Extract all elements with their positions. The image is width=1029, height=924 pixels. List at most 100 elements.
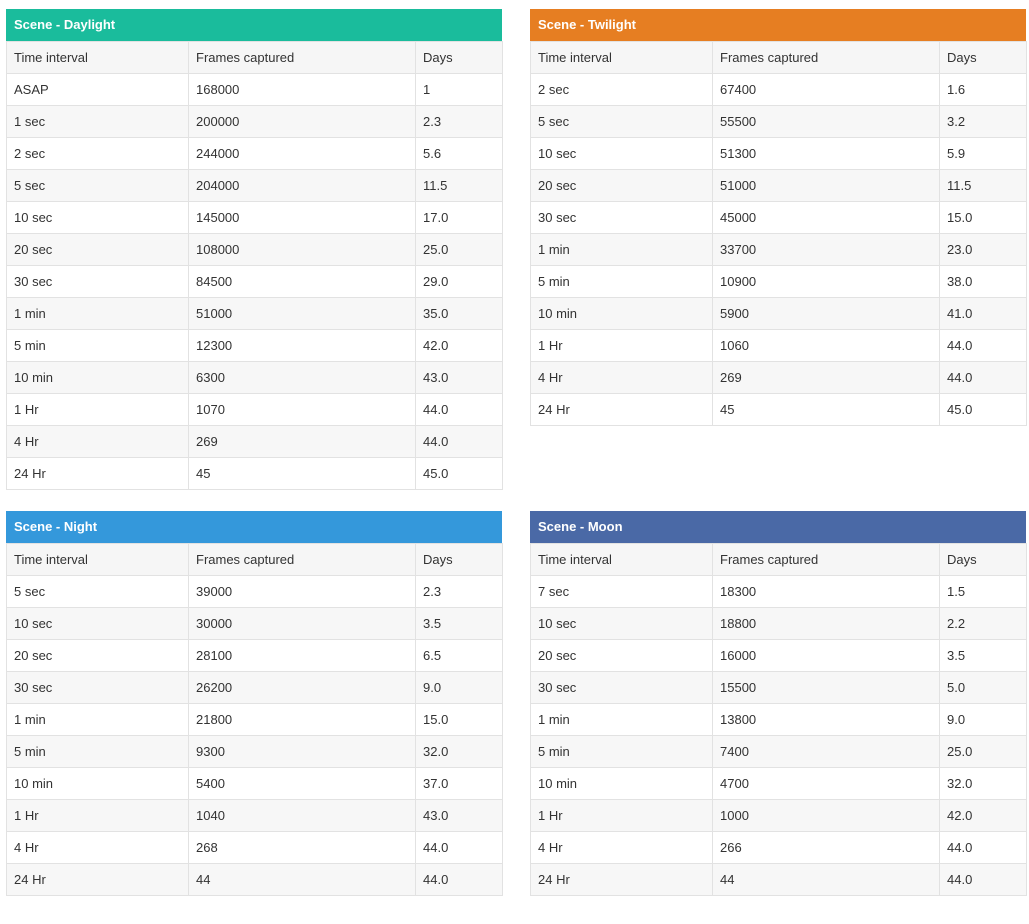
cell-days: 42.0 bbox=[939, 799, 1027, 832]
cell-frames-captured: 15500 bbox=[712, 671, 940, 704]
column-header-days: Days bbox=[939, 543, 1027, 576]
cell-time-interval: 10 min bbox=[6, 361, 189, 394]
cell-frames-captured: 204000 bbox=[188, 169, 416, 202]
cell-frames-captured: 39000 bbox=[188, 575, 416, 608]
cell-days: 3.2 bbox=[939, 105, 1027, 138]
cell-time-interval: 4 Hr bbox=[6, 425, 189, 458]
cell-days: 5.9 bbox=[939, 137, 1027, 170]
cell-frames-captured: 269 bbox=[188, 425, 416, 458]
cell-days: 29.0 bbox=[415, 265, 503, 298]
table-row: 5 sec 55500 3.2 bbox=[530, 105, 1027, 138]
cell-time-interval: 5 sec bbox=[6, 169, 189, 202]
cell-time-interval: 24 Hr bbox=[6, 457, 189, 490]
table-row: 4 Hr 269 44.0 bbox=[6, 425, 503, 458]
cell-days: 25.0 bbox=[415, 233, 503, 266]
header-row: Time interval Frames captured Days bbox=[6, 543, 503, 576]
table-row: 24 Hr 45 45.0 bbox=[6, 457, 503, 490]
header-row: Time interval Frames captured Days bbox=[530, 543, 1027, 576]
cell-time-interval: 1 min bbox=[6, 297, 189, 330]
table-row: 30 sec 26200 9.0 bbox=[6, 671, 503, 704]
table-row: 10 sec 18800 2.2 bbox=[530, 607, 1027, 640]
panel-scene-moon: Scene - Moon Time interval Frames captur… bbox=[530, 511, 1027, 896]
cell-days: 1 bbox=[415, 73, 503, 106]
cell-frames-captured: 1060 bbox=[712, 329, 940, 362]
cell-time-interval: 24 Hr bbox=[530, 863, 713, 896]
table-row: 5 min 7400 25.0 bbox=[530, 735, 1027, 768]
column-header-frames-captured: Frames captured bbox=[712, 543, 940, 576]
table-row: 1 Hr 1040 43.0 bbox=[6, 799, 503, 832]
cell-frames-captured: 44 bbox=[188, 863, 416, 896]
cell-days: 44.0 bbox=[415, 831, 503, 864]
cell-frames-captured: 45 bbox=[712, 393, 940, 426]
cell-frames-captured: 67400 bbox=[712, 73, 940, 106]
cell-time-interval: 1 min bbox=[530, 703, 713, 736]
cell-days: 44.0 bbox=[939, 863, 1027, 896]
cell-days: 43.0 bbox=[415, 361, 503, 394]
cell-frames-captured: 21800 bbox=[188, 703, 416, 736]
table-row: 20 sec 16000 3.5 bbox=[530, 639, 1027, 672]
cell-time-interval: 2 sec bbox=[530, 73, 713, 106]
cell-frames-captured: 7400 bbox=[712, 735, 940, 768]
cell-days: 15.0 bbox=[415, 703, 503, 736]
table-row: 1 min 51000 35.0 bbox=[6, 297, 503, 330]
column-header-frames-captured: Frames captured bbox=[188, 41, 416, 74]
table-row: 7 sec 18300 1.5 bbox=[530, 575, 1027, 608]
column-header-days: Days bbox=[939, 41, 1027, 74]
column-header-time-interval: Time interval bbox=[6, 41, 189, 74]
cell-time-interval: 10 sec bbox=[6, 607, 189, 640]
cell-frames-captured: 33700 bbox=[712, 233, 940, 266]
panel-scene-night: Scene - Night Time interval Frames captu… bbox=[6, 511, 503, 896]
table-row: 10 min 5900 41.0 bbox=[530, 297, 1027, 330]
panel-scene-twilight: Scene - Twilight Time interval Frames ca… bbox=[530, 9, 1027, 426]
column-header-days: Days bbox=[415, 41, 503, 74]
table-row: ASAP 168000 1 bbox=[6, 73, 503, 106]
cell-frames-captured: 13800 bbox=[712, 703, 940, 736]
cell-frames-captured: 10900 bbox=[712, 265, 940, 298]
cell-frames-captured: 244000 bbox=[188, 137, 416, 170]
cell-days: 41.0 bbox=[939, 297, 1027, 330]
cell-days: 44.0 bbox=[939, 361, 1027, 394]
cell-days: 3.5 bbox=[939, 639, 1027, 672]
cell-days: 9.0 bbox=[939, 703, 1027, 736]
table-row: 24 Hr 45 45.0 bbox=[530, 393, 1027, 426]
cell-time-interval: 30 sec bbox=[6, 671, 189, 704]
cell-days: 5.0 bbox=[939, 671, 1027, 704]
column-header-days: Days bbox=[415, 543, 503, 576]
table-row: 20 sec 51000 11.5 bbox=[530, 169, 1027, 202]
cell-days: 6.5 bbox=[415, 639, 503, 672]
cell-time-interval: 20 sec bbox=[530, 639, 713, 672]
header-row: Time interval Frames captured Days bbox=[6, 41, 503, 74]
cell-time-interval: 10 sec bbox=[6, 201, 189, 234]
cell-time-interval: 5 min bbox=[6, 735, 189, 768]
cell-time-interval: 30 sec bbox=[530, 671, 713, 704]
cell-frames-captured: 269 bbox=[712, 361, 940, 394]
table-row: 24 Hr 44 44.0 bbox=[6, 863, 503, 896]
cell-time-interval: 24 Hr bbox=[6, 863, 189, 896]
cell-days: 5.6 bbox=[415, 137, 503, 170]
cell-time-interval: ASAP bbox=[6, 73, 189, 106]
cell-frames-captured: 84500 bbox=[188, 265, 416, 298]
table-row: 10 sec 51300 5.9 bbox=[530, 137, 1027, 170]
cell-frames-captured: 45000 bbox=[712, 201, 940, 234]
cell-frames-captured: 266 bbox=[712, 831, 940, 864]
table-row: 5 min 10900 38.0 bbox=[530, 265, 1027, 298]
cell-frames-captured: 9300 bbox=[188, 735, 416, 768]
cell-days: 15.0 bbox=[939, 201, 1027, 234]
cell-days: 11.5 bbox=[939, 169, 1027, 202]
table-row: 10 min 5400 37.0 bbox=[6, 767, 503, 800]
cell-days: 25.0 bbox=[939, 735, 1027, 768]
column-header-time-interval: Time interval bbox=[530, 41, 713, 74]
cell-time-interval: 4 Hr bbox=[530, 361, 713, 394]
cell-time-interval: 1 sec bbox=[6, 105, 189, 138]
cell-frames-captured: 168000 bbox=[188, 73, 416, 106]
panel-title: Scene - Night bbox=[6, 511, 502, 543]
cell-frames-captured: 26200 bbox=[188, 671, 416, 704]
table-row: 20 sec 28100 6.5 bbox=[6, 639, 503, 672]
cell-frames-captured: 5900 bbox=[712, 297, 940, 330]
column-header-frames-captured: Frames captured bbox=[188, 543, 416, 576]
cell-frames-captured: 12300 bbox=[188, 329, 416, 362]
cell-frames-captured: 6300 bbox=[188, 361, 416, 394]
cell-days: 1.5 bbox=[939, 575, 1027, 608]
cell-time-interval: 10 min bbox=[6, 767, 189, 800]
cell-days: 43.0 bbox=[415, 799, 503, 832]
